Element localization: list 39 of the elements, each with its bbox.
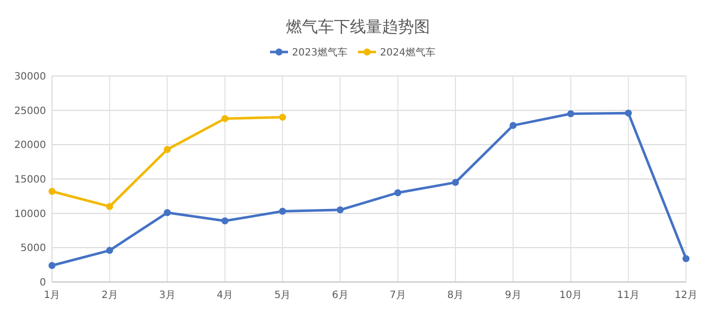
legend-label: 2024燃气车 — [380, 46, 436, 58]
point — [452, 178, 459, 186]
point — [510, 122, 517, 129]
point — [567, 110, 574, 118]
x-tick-label: 10月 — [559, 290, 582, 301]
point — [394, 189, 402, 196]
point — [221, 115, 228, 122]
point — [106, 202, 114, 210]
legend-label: 2023燃气车 — [292, 46, 348, 58]
point — [336, 206, 344, 214]
x-tick-label: 12月 — [674, 290, 698, 301]
x-tick-label: 1月 — [44, 290, 60, 301]
x-tick-label: 4月 — [216, 290, 234, 301]
point — [164, 209, 171, 216]
point — [106, 246, 114, 254]
y-tick-label: 25000 — [14, 106, 46, 117]
x-tick-label: 3月 — [159, 290, 176, 301]
y-tick-label: 20000 — [14, 140, 46, 152]
y-tick-label: 10000 — [14, 208, 46, 220]
y-tick-label: 0 — [40, 278, 46, 288]
point — [48, 188, 56, 195]
point — [624, 110, 632, 117]
point — [279, 114, 286, 121]
point — [221, 217, 228, 224]
point — [48, 262, 56, 270]
x-tick-label: 5月 — [274, 290, 291, 301]
x-tick-label: 9月 — [504, 290, 522, 301]
x-tick-label: 8月 — [447, 290, 464, 301]
point — [682, 255, 690, 262]
y-tick-label: 5000 — [20, 243, 46, 254]
x-tick-label: 11月 — [616, 290, 640, 301]
x-tick-label: 7月 — [390, 290, 406, 301]
y-tick-label: 15000 — [14, 174, 46, 186]
x-tick-label: 2月 — [101, 290, 118, 301]
chart-title: 燃气车下线量趋势图 — [286, 17, 430, 36]
point — [279, 208, 286, 215]
point — [164, 146, 171, 153]
y-tick-label: 30000 — [14, 72, 46, 82]
x-tick-label: 6月 — [332, 290, 348, 301]
